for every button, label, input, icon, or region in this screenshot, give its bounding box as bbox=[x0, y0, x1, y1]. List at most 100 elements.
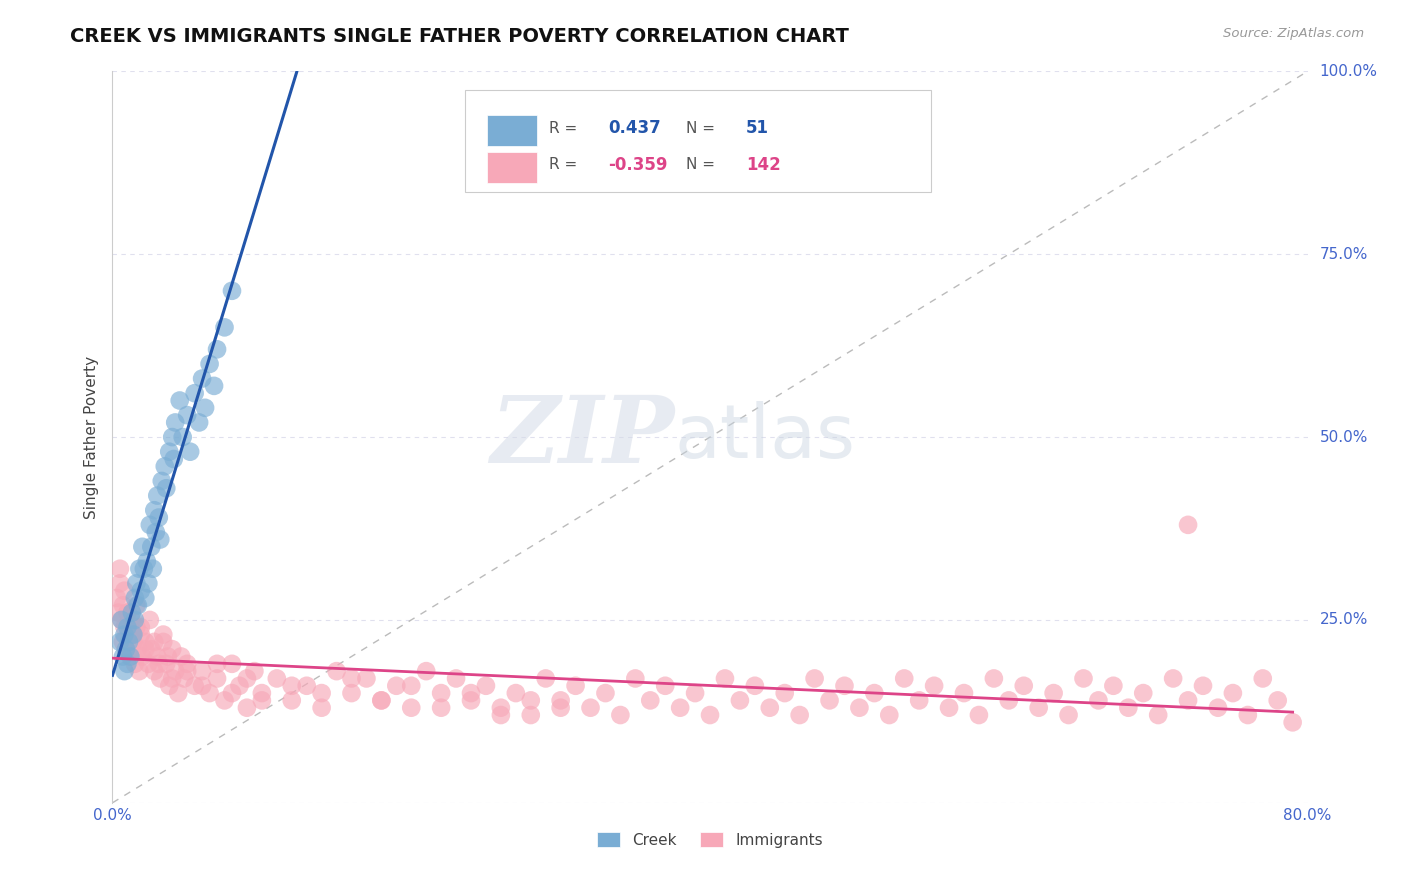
Point bbox=[128, 562, 150, 576]
Point bbox=[311, 686, 333, 700]
Point bbox=[198, 357, 221, 371]
Point bbox=[111, 599, 134, 613]
Point bbox=[170, 649, 193, 664]
Point bbox=[183, 386, 205, 401]
Point bbox=[1177, 517, 1199, 532]
Point bbox=[281, 693, 304, 707]
Text: N =: N = bbox=[686, 158, 716, 172]
Point bbox=[157, 444, 180, 458]
Point bbox=[148, 657, 170, 671]
Point bbox=[162, 672, 183, 686]
Point bbox=[153, 459, 176, 474]
Point bbox=[129, 620, 152, 634]
Point bbox=[148, 510, 170, 524]
Point bbox=[149, 672, 172, 686]
Point bbox=[505, 686, 527, 700]
Point bbox=[370, 693, 392, 707]
Point bbox=[998, 693, 1021, 707]
Point bbox=[295, 679, 318, 693]
Point bbox=[1087, 693, 1109, 707]
Legend: Creek, Immigrants: Creek, Immigrants bbox=[592, 825, 828, 854]
Point bbox=[111, 635, 134, 649]
Text: 142: 142 bbox=[747, 156, 780, 174]
Point bbox=[122, 627, 145, 641]
Point bbox=[108, 562, 131, 576]
FancyBboxPatch shape bbox=[486, 152, 537, 183]
Point bbox=[162, 642, 183, 657]
Point bbox=[221, 284, 243, 298]
Point bbox=[114, 620, 135, 634]
Text: N =: N = bbox=[686, 121, 716, 136]
Point bbox=[156, 649, 179, 664]
Point bbox=[415, 664, 437, 678]
Point bbox=[188, 416, 211, 430]
Point bbox=[124, 591, 146, 605]
Point bbox=[953, 686, 976, 700]
Point bbox=[117, 620, 139, 634]
Point bbox=[125, 620, 148, 634]
Point bbox=[141, 642, 163, 657]
Point bbox=[131, 649, 153, 664]
Point bbox=[115, 642, 138, 657]
Point bbox=[281, 679, 304, 693]
Point bbox=[266, 672, 288, 686]
FancyBboxPatch shape bbox=[465, 90, 931, 192]
Point bbox=[1177, 693, 1199, 707]
Point bbox=[714, 672, 737, 686]
Point bbox=[108, 576, 131, 591]
Point bbox=[370, 693, 392, 707]
Point bbox=[430, 700, 453, 714]
Point bbox=[803, 672, 825, 686]
Point bbox=[325, 664, 347, 678]
Point bbox=[155, 481, 177, 495]
Point bbox=[176, 657, 198, 671]
Point bbox=[430, 686, 453, 700]
Point bbox=[356, 672, 378, 686]
Point bbox=[110, 613, 132, 627]
Point bbox=[340, 686, 363, 700]
Point bbox=[165, 416, 187, 430]
Point bbox=[127, 599, 149, 613]
Text: 100.0%: 100.0% bbox=[1320, 64, 1378, 78]
Point bbox=[401, 700, 423, 714]
Point bbox=[124, 657, 146, 671]
Point bbox=[141, 540, 163, 554]
Point bbox=[120, 649, 142, 664]
Point bbox=[107, 606, 129, 620]
Point bbox=[1161, 672, 1184, 686]
Point bbox=[114, 627, 135, 641]
Point bbox=[534, 672, 557, 686]
Point bbox=[143, 635, 166, 649]
Point bbox=[157, 679, 180, 693]
Point bbox=[110, 613, 132, 627]
Point bbox=[1206, 700, 1229, 714]
Text: Source: ZipAtlas.com: Source: ZipAtlas.com bbox=[1223, 27, 1364, 40]
Point bbox=[149, 533, 172, 547]
Point bbox=[152, 627, 174, 641]
Point bbox=[120, 649, 142, 664]
Point bbox=[150, 474, 173, 488]
Point bbox=[202, 379, 225, 393]
Point bbox=[198, 686, 221, 700]
Point bbox=[134, 635, 156, 649]
Point bbox=[114, 664, 135, 678]
Text: 75.0%: 75.0% bbox=[1320, 247, 1368, 261]
Point bbox=[236, 700, 259, 714]
Point bbox=[138, 576, 160, 591]
Point bbox=[1281, 715, 1303, 730]
Point bbox=[699, 708, 721, 723]
Point bbox=[111, 649, 134, 664]
Point bbox=[311, 700, 333, 714]
Point bbox=[640, 693, 662, 707]
Point bbox=[183, 679, 205, 693]
Point bbox=[385, 679, 408, 693]
Point bbox=[243, 664, 266, 678]
Point bbox=[1251, 672, 1274, 686]
Text: R =: R = bbox=[548, 158, 576, 172]
Point bbox=[922, 679, 945, 693]
Point bbox=[191, 679, 214, 693]
Point bbox=[1192, 679, 1215, 693]
Point bbox=[163, 452, 186, 467]
Point bbox=[773, 686, 796, 700]
Point bbox=[191, 371, 214, 385]
